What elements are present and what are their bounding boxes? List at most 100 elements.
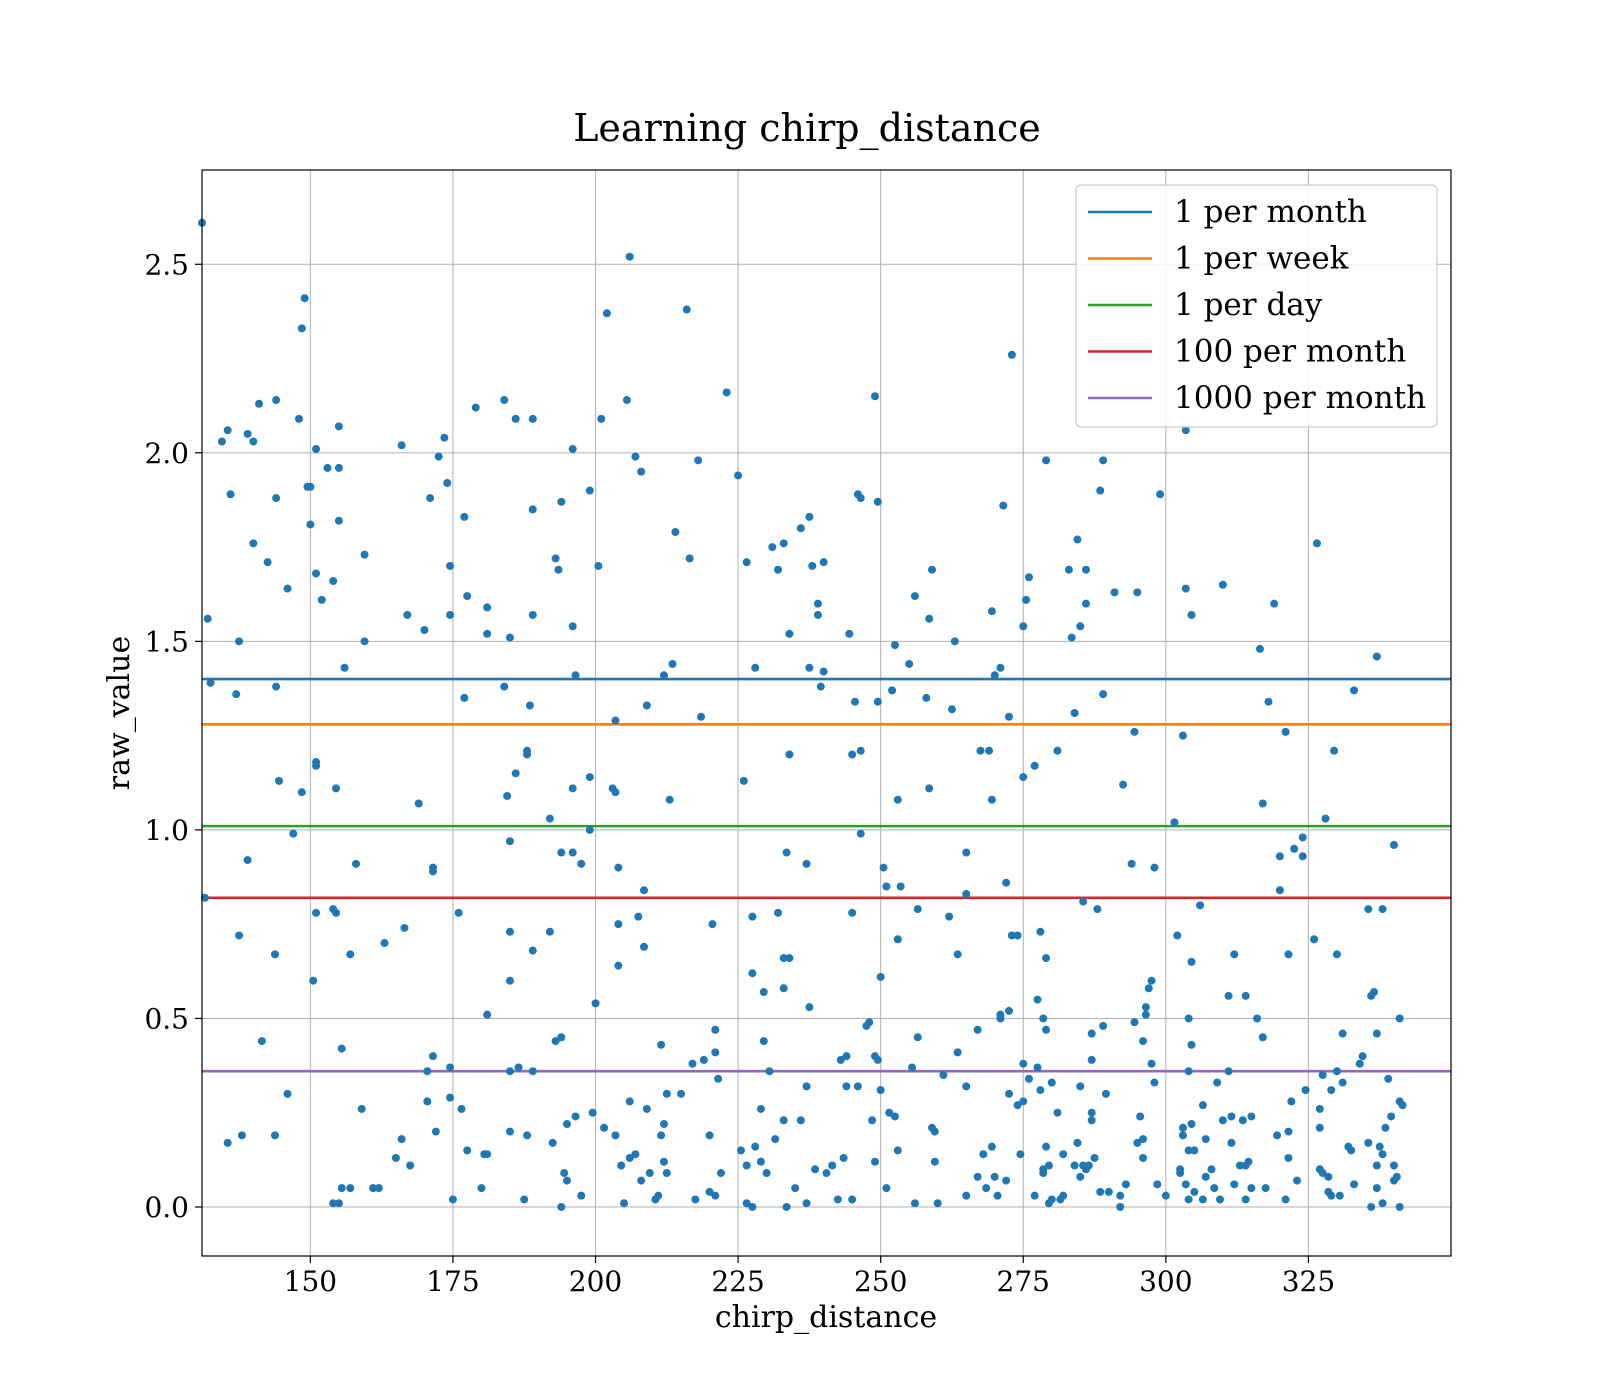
data-point xyxy=(1207,1165,1216,1174)
data-point xyxy=(460,693,469,702)
data-point xyxy=(329,577,338,586)
data-point xyxy=(334,463,343,472)
data-point xyxy=(962,848,971,857)
data-point xyxy=(671,528,680,536)
data-point xyxy=(357,1104,366,1113)
data-point xyxy=(910,592,919,601)
data-point xyxy=(568,445,577,454)
chart-title: Learning chirp_distance xyxy=(573,106,1041,151)
data-point xyxy=(1121,1180,1130,1189)
data-point xyxy=(939,1071,948,1079)
data-point xyxy=(1324,1172,1333,1181)
data-point xyxy=(1224,1067,1233,1076)
data-point xyxy=(1298,833,1307,842)
data-point xyxy=(913,905,922,914)
data-point xyxy=(1019,773,1028,782)
data-point xyxy=(1013,1101,1022,1110)
data-point xyxy=(477,1184,486,1193)
data-point xyxy=(1187,610,1196,619)
data-point xyxy=(973,1025,982,1034)
data-point xyxy=(483,603,492,612)
data-point xyxy=(1347,1146,1356,1155)
data-point xyxy=(420,626,429,635)
data-point xyxy=(1170,818,1179,827)
data-point xyxy=(1181,1180,1190,1189)
data-point xyxy=(600,1123,609,1132)
data-point xyxy=(876,972,885,981)
data-point xyxy=(751,1142,760,1151)
data-point xyxy=(585,486,594,495)
data-point xyxy=(297,788,306,797)
data-point xyxy=(272,396,281,405)
data-point xyxy=(1096,1187,1105,1196)
data-point xyxy=(351,859,360,868)
data-point xyxy=(876,1086,885,1095)
data-point xyxy=(332,908,341,917)
data-point xyxy=(659,1157,668,1166)
data-point xyxy=(1084,1161,1093,1170)
data-point xyxy=(853,1082,862,1091)
data-point xyxy=(1321,814,1330,823)
data-point xyxy=(1375,1142,1384,1151)
data-point xyxy=(1230,950,1239,959)
legend-box xyxy=(1075,184,1438,428)
data-point xyxy=(369,1184,378,1193)
data-point xyxy=(779,539,788,548)
data-point xyxy=(1081,565,1090,574)
data-point xyxy=(1298,852,1307,861)
data-point xyxy=(665,795,674,804)
data-point xyxy=(1087,1029,1096,1038)
data-point xyxy=(1007,350,1016,359)
data-point xyxy=(1176,1169,1185,1178)
data-point xyxy=(796,524,805,533)
data-point xyxy=(716,1169,725,1178)
legend-label: 1 per month xyxy=(1174,194,1367,230)
data-point xyxy=(560,1169,569,1178)
data-point xyxy=(1067,633,1076,642)
data-point xyxy=(312,569,321,578)
data-point xyxy=(403,610,412,619)
data-point xyxy=(1141,1010,1150,1019)
data-point xyxy=(682,305,691,314)
data-point xyxy=(528,505,537,514)
data-point xyxy=(460,512,469,521)
data-point xyxy=(873,497,882,506)
data-point xyxy=(1036,1086,1045,1095)
data-point xyxy=(360,550,369,559)
data-point xyxy=(1372,1184,1381,1193)
data-point xyxy=(1389,840,1398,849)
data-point xyxy=(431,1127,440,1136)
data-point xyxy=(1327,1191,1336,1200)
data-point xyxy=(1042,456,1051,465)
data-point xyxy=(1030,761,1039,770)
data-point xyxy=(1395,1202,1404,1211)
scatter-points xyxy=(198,218,1407,1211)
data-point xyxy=(440,433,449,442)
data-point xyxy=(1002,878,1011,887)
data-point xyxy=(1270,599,1279,608)
data-point xyxy=(1053,746,1062,755)
data-point xyxy=(1076,1082,1085,1091)
data-point xyxy=(1273,1131,1282,1140)
data-point xyxy=(1007,931,1016,940)
data-point xyxy=(329,1199,338,1208)
data-point xyxy=(525,701,534,710)
data-point xyxy=(1178,1123,1187,1132)
data-point xyxy=(1087,1116,1096,1125)
data-point xyxy=(505,1067,514,1076)
data-point xyxy=(1047,1078,1056,1087)
data-point xyxy=(1064,565,1073,574)
data-point xyxy=(235,931,244,940)
data-point xyxy=(528,610,537,619)
data-point xyxy=(1187,1120,1196,1129)
data-point xyxy=(1372,652,1381,661)
data-point xyxy=(563,1120,572,1129)
data-point xyxy=(885,1108,894,1117)
data-point xyxy=(953,950,962,959)
data-point xyxy=(1332,1067,1341,1076)
data-point xyxy=(434,452,443,461)
data-point xyxy=(1230,1180,1239,1189)
data-point xyxy=(1139,1153,1148,1162)
data-point xyxy=(423,1067,432,1076)
